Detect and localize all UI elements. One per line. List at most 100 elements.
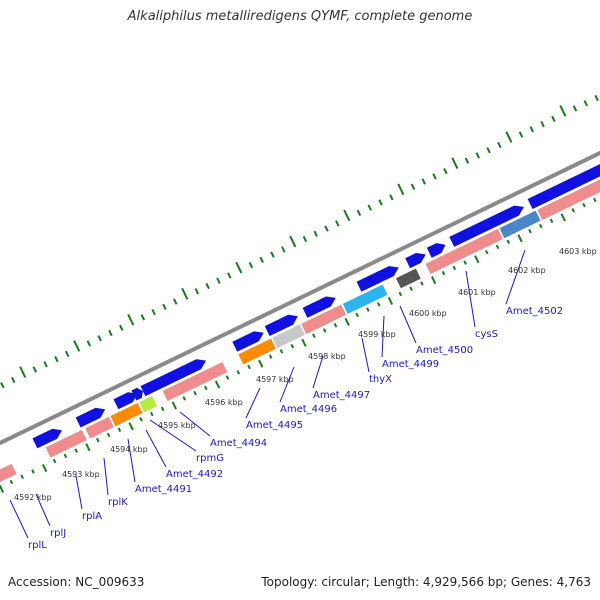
accession-text: Accession: NC_009633 [8, 575, 145, 589]
genome-backbone [0, 150, 600, 446]
gene-label-line [179, 411, 211, 437]
inner-tick [549, 218, 554, 224]
gene-label: Amet_4494 [210, 438, 267, 449]
inner-tick [139, 417, 143, 422]
outer-tick [486, 147, 491, 154]
gene-label-line [75, 475, 83, 510]
kbp-tick-label: 4600 kbp [409, 309, 447, 318]
kbp-tick-label: 4599 kbp [358, 330, 396, 339]
forward-strand-genes [32, 163, 600, 449]
gene-label-line [9, 499, 29, 539]
inner-tick [398, 291, 403, 297]
gene-label: Amet_4500 [416, 345, 473, 356]
gene-label: Amet_4491 [135, 484, 192, 495]
outer-tick [97, 335, 102, 342]
kbp-tick-label: 4601 kbp [458, 288, 496, 297]
inner-tick [528, 229, 532, 234]
inner-tick [106, 432, 111, 438]
inner-tick [484, 249, 489, 255]
forward-gene [75, 407, 106, 428]
inner-tick [160, 406, 165, 412]
gene-label-line [149, 419, 197, 452]
outer-tick [343, 209, 351, 222]
outer-tick [270, 251, 275, 258]
outer-tick [410, 183, 416, 190]
kbp-tick-label: 4597 kbp [256, 375, 294, 384]
outer-tick [10, 376, 16, 384]
reverse-gene [85, 416, 114, 439]
outer-tick [451, 157, 459, 170]
inner-tick [117, 427, 122, 432]
reverse-gene [395, 268, 421, 289]
outer-tick [551, 115, 556, 123]
gene-label-connectors [9, 249, 526, 539]
outer-tick [19, 366, 27, 378]
inner-tick [182, 396, 187, 401]
outer-tick [127, 314, 135, 326]
inner-tick [74, 448, 78, 453]
kbp-tick-label: 4603 kbp [559, 247, 597, 256]
inner-tick [42, 464, 48, 473]
gene-label-line [103, 457, 109, 496]
gene-label-line [361, 337, 370, 373]
outer-tick [259, 256, 264, 264]
inner-tick [52, 458, 57, 464]
outer-tick [235, 261, 243, 274]
kbp-tick-labels: 4592 kbp 4593 kbp 4594 kbp 4595 kbp 4596 kbp… [14, 247, 597, 502]
gene-label: Amet_4492 [166, 469, 223, 480]
outer-tick [151, 308, 156, 316]
reverse-gene [272, 324, 305, 349]
inner-tick [171, 401, 177, 410]
outer-tick [54, 355, 59, 363]
inner-tick [333, 323, 338, 328]
inner-tick [344, 317, 350, 326]
reverse-gene [238, 338, 277, 365]
inner-tick [279, 349, 284, 354]
inner-tick [128, 422, 134, 431]
inner-tick [96, 437, 100, 443]
outer-tick [227, 272, 232, 279]
gene-label-line [127, 438, 136, 483]
reverse-strand-genes [0, 179, 600, 483]
outer-tick [313, 230, 318, 237]
outer-tick [194, 288, 200, 295]
inner-tick [204, 385, 208, 391]
outer-tick [443, 167, 448, 175]
inner-tick [560, 213, 566, 222]
outer-tick [248, 261, 254, 269]
kbp-tick-label: 4595 kbp [158, 421, 196, 430]
outer-tick-ring [0, 94, 599, 389]
inner-tick [355, 312, 359, 318]
reverse-gene [110, 402, 143, 427]
forward-gene [449, 205, 525, 248]
forward-gene [131, 387, 144, 401]
reverse-gene [301, 304, 347, 335]
outer-tick [518, 131, 524, 138]
outer-tick [32, 366, 38, 373]
outer-tick [378, 199, 383, 206]
inner-tick [517, 234, 523, 243]
inner-tick [290, 343, 295, 349]
inner-tick [506, 239, 511, 244]
gene-label: rplA [82, 511, 102, 522]
forward-gene [264, 314, 299, 337]
reverse-gene [162, 361, 228, 402]
gene-label: rpmG [196, 453, 224, 464]
outer-tick [389, 194, 394, 201]
forward-gene [32, 428, 63, 449]
inner-tick [420, 281, 424, 286]
reverse-gene [45, 429, 87, 458]
inner-tick [376, 302, 381, 307]
inner-tick [495, 244, 500, 250]
inner-tick [258, 359, 264, 368]
outer-tick [216, 277, 221, 284]
inner-tick [20, 474, 24, 479]
inner-tick [463, 260, 467, 265]
reverse-gene [0, 463, 17, 483]
outer-tick [281, 246, 286, 253]
inner-tick [31, 469, 35, 474]
outer-tick [181, 287, 189, 300]
inner-tick [0, 484, 5, 493]
genome-summary-text: Topology: circular; Length: 4,929,566 bp… [261, 575, 591, 589]
